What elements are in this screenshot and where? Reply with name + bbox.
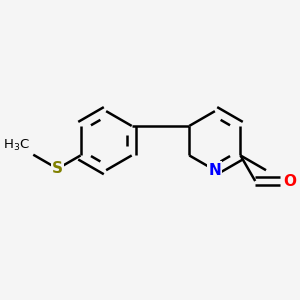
- Text: O: O: [284, 173, 296, 188]
- Text: N: N: [208, 163, 221, 178]
- Text: H$_3$C: H$_3$C: [3, 138, 30, 153]
- Text: S: S: [52, 161, 63, 176]
